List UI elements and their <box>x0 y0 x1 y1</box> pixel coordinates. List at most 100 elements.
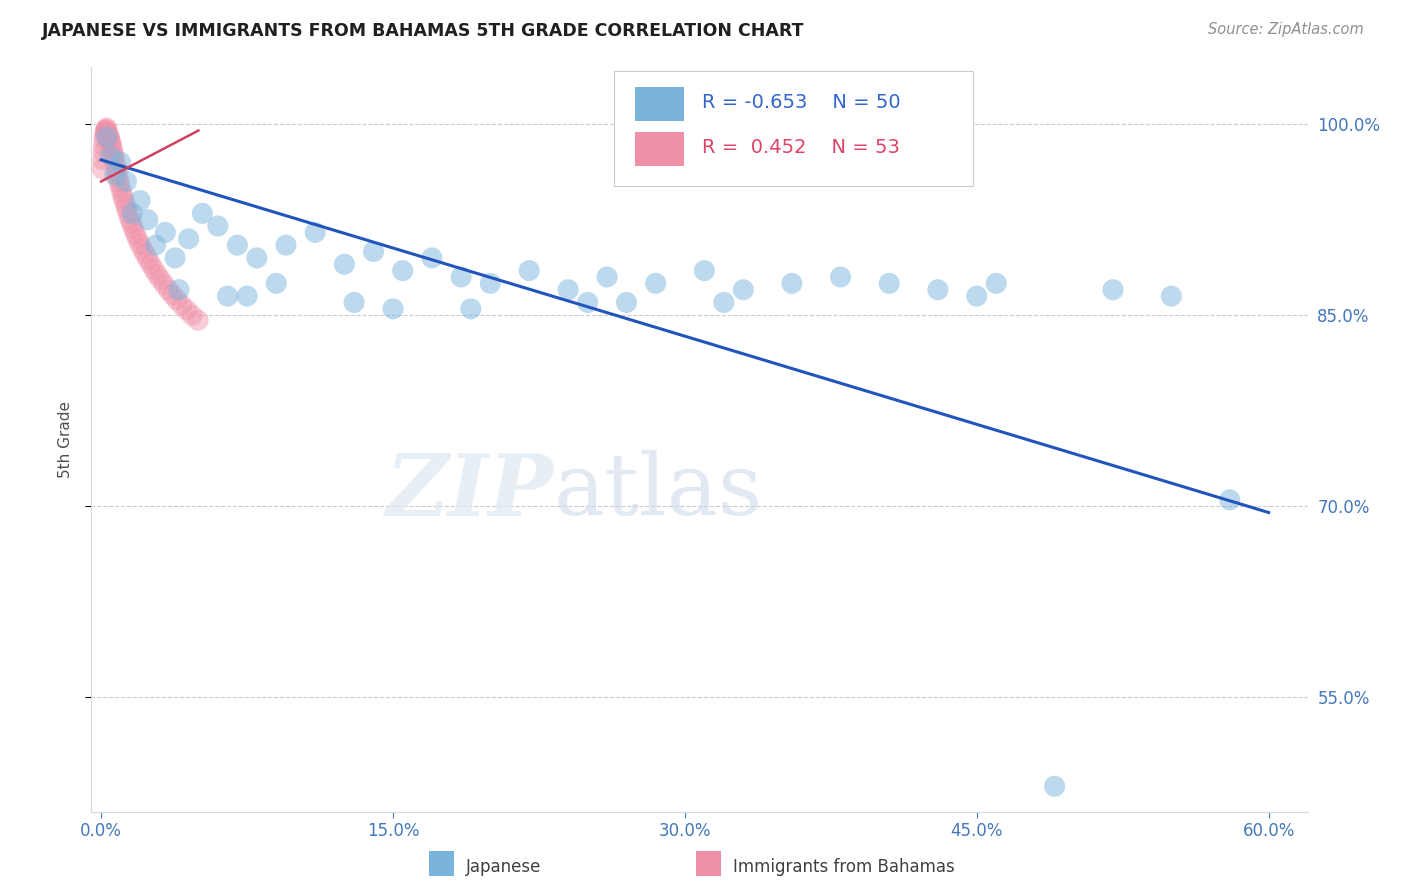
Point <box>110 181 132 195</box>
Point <box>733 283 755 297</box>
Point <box>333 257 356 271</box>
Point <box>96 121 118 136</box>
Point <box>136 252 159 267</box>
Point <box>93 128 115 143</box>
Point <box>460 301 482 316</box>
Point <box>713 295 735 310</box>
Point <box>343 295 366 310</box>
Point <box>877 277 900 291</box>
Text: atlas: atlas <box>554 450 762 533</box>
Point <box>108 176 131 190</box>
Point <box>420 251 443 265</box>
Point <box>97 131 120 145</box>
Point <box>616 295 638 310</box>
Point <box>1043 779 1066 793</box>
Point <box>217 289 239 303</box>
Point <box>830 270 852 285</box>
Point <box>128 236 150 251</box>
Text: Source: ZipAtlas.com: Source: ZipAtlas.com <box>1208 22 1364 37</box>
Point <box>94 122 117 136</box>
Point <box>94 123 117 137</box>
Point <box>127 232 149 246</box>
Point <box>187 313 209 327</box>
Point <box>105 161 128 175</box>
Point <box>139 257 162 271</box>
Point <box>927 283 949 297</box>
Point <box>450 270 472 285</box>
Point <box>177 232 200 246</box>
Point <box>363 244 385 259</box>
Point <box>112 191 135 205</box>
Text: Japanese: Japanese <box>465 858 541 876</box>
Point <box>149 272 172 286</box>
Point <box>162 287 184 301</box>
Point <box>157 283 180 297</box>
Point <box>246 251 269 265</box>
Point <box>118 211 141 226</box>
Point <box>122 221 145 235</box>
Point <box>103 150 125 164</box>
Point <box>596 270 619 285</box>
FancyBboxPatch shape <box>636 87 683 121</box>
Point <box>121 206 143 220</box>
Point <box>145 238 167 252</box>
Point <box>479 277 502 291</box>
Point <box>94 126 117 140</box>
Point <box>100 138 122 153</box>
Point <box>91 153 114 167</box>
Point <box>115 174 138 188</box>
Point <box>1219 492 1241 507</box>
Point <box>91 161 114 176</box>
FancyBboxPatch shape <box>614 70 973 186</box>
Point <box>136 212 159 227</box>
Point <box>115 201 138 215</box>
Text: JAPANESE VS IMMIGRANTS FROM BAHAMAS 5TH GRADE CORRELATION CHART: JAPANESE VS IMMIGRANTS FROM BAHAMAS 5TH … <box>42 22 804 40</box>
Point <box>129 194 152 208</box>
Point <box>167 283 190 297</box>
Text: ZIP: ZIP <box>385 450 554 533</box>
Point <box>1160 289 1182 303</box>
Point <box>181 308 204 322</box>
Point <box>155 226 177 240</box>
Point <box>98 130 121 145</box>
Point <box>117 206 139 220</box>
Point <box>391 263 413 277</box>
Point <box>107 170 129 185</box>
Point <box>131 242 153 256</box>
Point <box>966 289 988 303</box>
Y-axis label: 5th Grade: 5th Grade <box>58 401 73 478</box>
Point <box>191 206 214 220</box>
Point <box>146 268 169 282</box>
Point <box>517 263 540 277</box>
Point <box>166 293 188 307</box>
Point <box>105 165 128 179</box>
Point <box>165 251 187 265</box>
Point <box>111 186 134 200</box>
Point <box>100 136 122 151</box>
Point <box>134 247 156 261</box>
Point <box>207 219 229 233</box>
Point <box>98 134 121 148</box>
Point <box>114 196 136 211</box>
Point <box>382 301 405 316</box>
Point <box>274 238 297 252</box>
Point <box>110 155 132 169</box>
Point <box>153 277 176 292</box>
Point <box>780 277 803 291</box>
Point <box>91 145 114 160</box>
Point <box>236 289 259 303</box>
Point <box>103 146 125 161</box>
Point <box>304 226 326 240</box>
Point <box>226 238 249 252</box>
FancyBboxPatch shape <box>636 132 683 166</box>
Point <box>93 132 115 146</box>
Point <box>104 168 127 182</box>
Point <box>1102 283 1125 297</box>
Point <box>96 130 118 145</box>
Point <box>104 155 127 169</box>
Point <box>93 138 115 153</box>
Point <box>96 126 118 140</box>
Point <box>644 277 666 291</box>
Point <box>124 227 146 241</box>
Point <box>97 128 120 143</box>
